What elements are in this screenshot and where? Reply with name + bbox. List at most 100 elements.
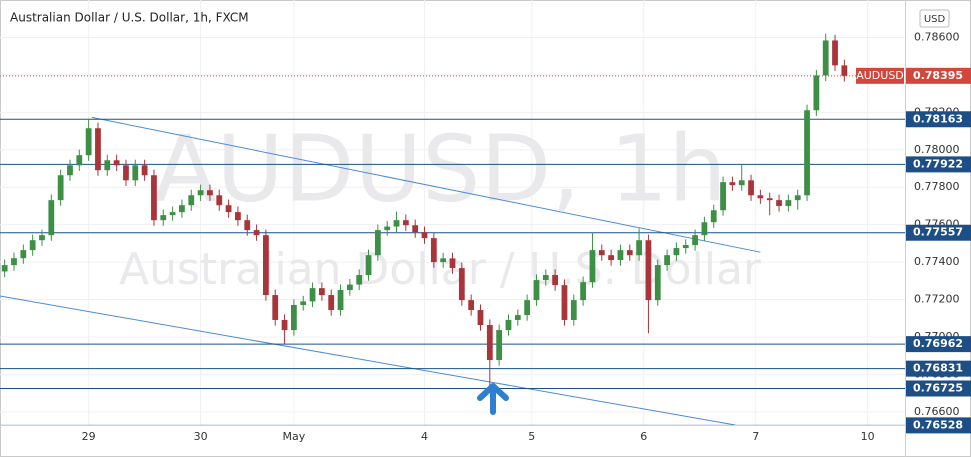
candle-body <box>188 195 195 206</box>
candle-body <box>318 288 325 296</box>
watermark-name: Australian Dollar / U.S. Dollar <box>119 244 762 295</box>
candle-body <box>654 265 661 301</box>
candle-body <box>225 205 232 213</box>
x-tick-label: 5 <box>528 430 535 443</box>
price-label-box <box>906 67 971 84</box>
level-label-box <box>906 224 971 241</box>
candle-body <box>290 304 297 331</box>
y-tick-label: 0.77400 <box>914 255 960 268</box>
candle-body <box>570 300 577 320</box>
candle-body <box>113 160 120 166</box>
candle-body <box>496 330 503 361</box>
candle-body <box>123 165 129 181</box>
candle-body <box>458 268 465 301</box>
level-label-box <box>906 336 971 353</box>
candle-body <box>197 190 204 196</box>
candle-body <box>1 265 8 272</box>
candle-body <box>402 220 409 226</box>
candle-body <box>421 232 428 239</box>
candle-body <box>48 200 55 236</box>
level-label: 0.76831 <box>913 362 963 375</box>
symbol-label-box <box>856 67 904 84</box>
level-label-box <box>906 380 971 397</box>
candle-body <box>151 175 157 221</box>
candle-body <box>813 75 820 111</box>
level-label: 0.77922 <box>913 157 963 170</box>
candle-body <box>216 195 223 206</box>
candle-body <box>589 250 596 283</box>
candle-body <box>617 250 624 261</box>
candle-body <box>552 275 559 286</box>
x-tick-label: 29 <box>82 430 96 443</box>
symbol-label: AUDUSD <box>856 69 904 82</box>
candle-body <box>95 128 101 171</box>
y-tick-label: 0.77200 <box>914 293 960 306</box>
candle-body <box>561 285 568 320</box>
x-tick-label: May <box>283 430 306 443</box>
candle-body <box>207 190 213 196</box>
candle-body <box>757 195 764 199</box>
x-tick-label: 7 <box>752 430 759 443</box>
level-label: 0.76528 <box>913 418 963 431</box>
candle-body <box>11 258 17 266</box>
x-tick-label: 30 <box>194 430 208 443</box>
candle-body <box>794 195 801 201</box>
candle-body <box>20 250 27 259</box>
candle-body <box>710 210 717 223</box>
candle-body <box>272 295 279 320</box>
candle-body <box>608 255 615 261</box>
candle-body <box>822 40 829 76</box>
level-label: 0.76725 <box>913 381 963 394</box>
candle-body <box>701 222 708 236</box>
level-label: 0.76962 <box>913 337 963 350</box>
candle-body <box>412 225 419 233</box>
x-tick-label: 6 <box>640 430 647 443</box>
y-tick-label: 0.78600 <box>914 30 960 43</box>
candle-body <box>598 250 605 256</box>
candle-body <box>505 319 512 331</box>
candle-body <box>524 300 531 316</box>
trendline <box>91 116 761 253</box>
candle-body <box>804 110 810 196</box>
watermark-symbol: AUDUSD, 1h <box>153 115 726 222</box>
candle-body <box>832 40 838 66</box>
candle-body <box>449 258 456 269</box>
candle-body <box>384 226 391 231</box>
candle-body <box>580 282 587 301</box>
candle-body <box>468 300 475 311</box>
candle-body <box>776 200 782 206</box>
candle-body <box>440 258 447 263</box>
candle-body <box>477 310 484 326</box>
candle-body <box>673 248 680 256</box>
level-label: 0.78163 <box>913 112 963 125</box>
candle-body <box>738 180 745 186</box>
plot-area <box>0 33 905 426</box>
level-label-box <box>906 417 971 434</box>
candle-body <box>729 182 736 186</box>
candle-body <box>841 65 848 76</box>
candle-body <box>720 182 726 211</box>
candle-body <box>346 284 353 291</box>
candle-body <box>104 160 111 171</box>
candle-body <box>39 235 45 241</box>
candle-body <box>85 128 92 156</box>
currency-box[interactable] <box>919 9 950 28</box>
trendline <box>0 295 736 426</box>
candle-body <box>337 290 344 311</box>
level-label-box <box>906 360 971 377</box>
arrow <box>477 383 509 415</box>
candle-body <box>244 220 251 231</box>
candle-body <box>253 230 260 236</box>
candle-body <box>645 240 652 301</box>
level-label-box <box>906 111 971 128</box>
candle-body <box>328 295 335 311</box>
y-tick-label: 0.76600 <box>914 405 960 418</box>
price-label: 0.78395 <box>913 69 963 82</box>
grid <box>0 0 905 425</box>
candle-body <box>374 230 381 256</box>
candle-body <box>393 220 400 227</box>
candle-body <box>486 325 493 361</box>
candle-body <box>626 250 633 256</box>
chart-title: Australian Dollar / U.S. Dollar, 1h, FXC… <box>10 11 249 25</box>
